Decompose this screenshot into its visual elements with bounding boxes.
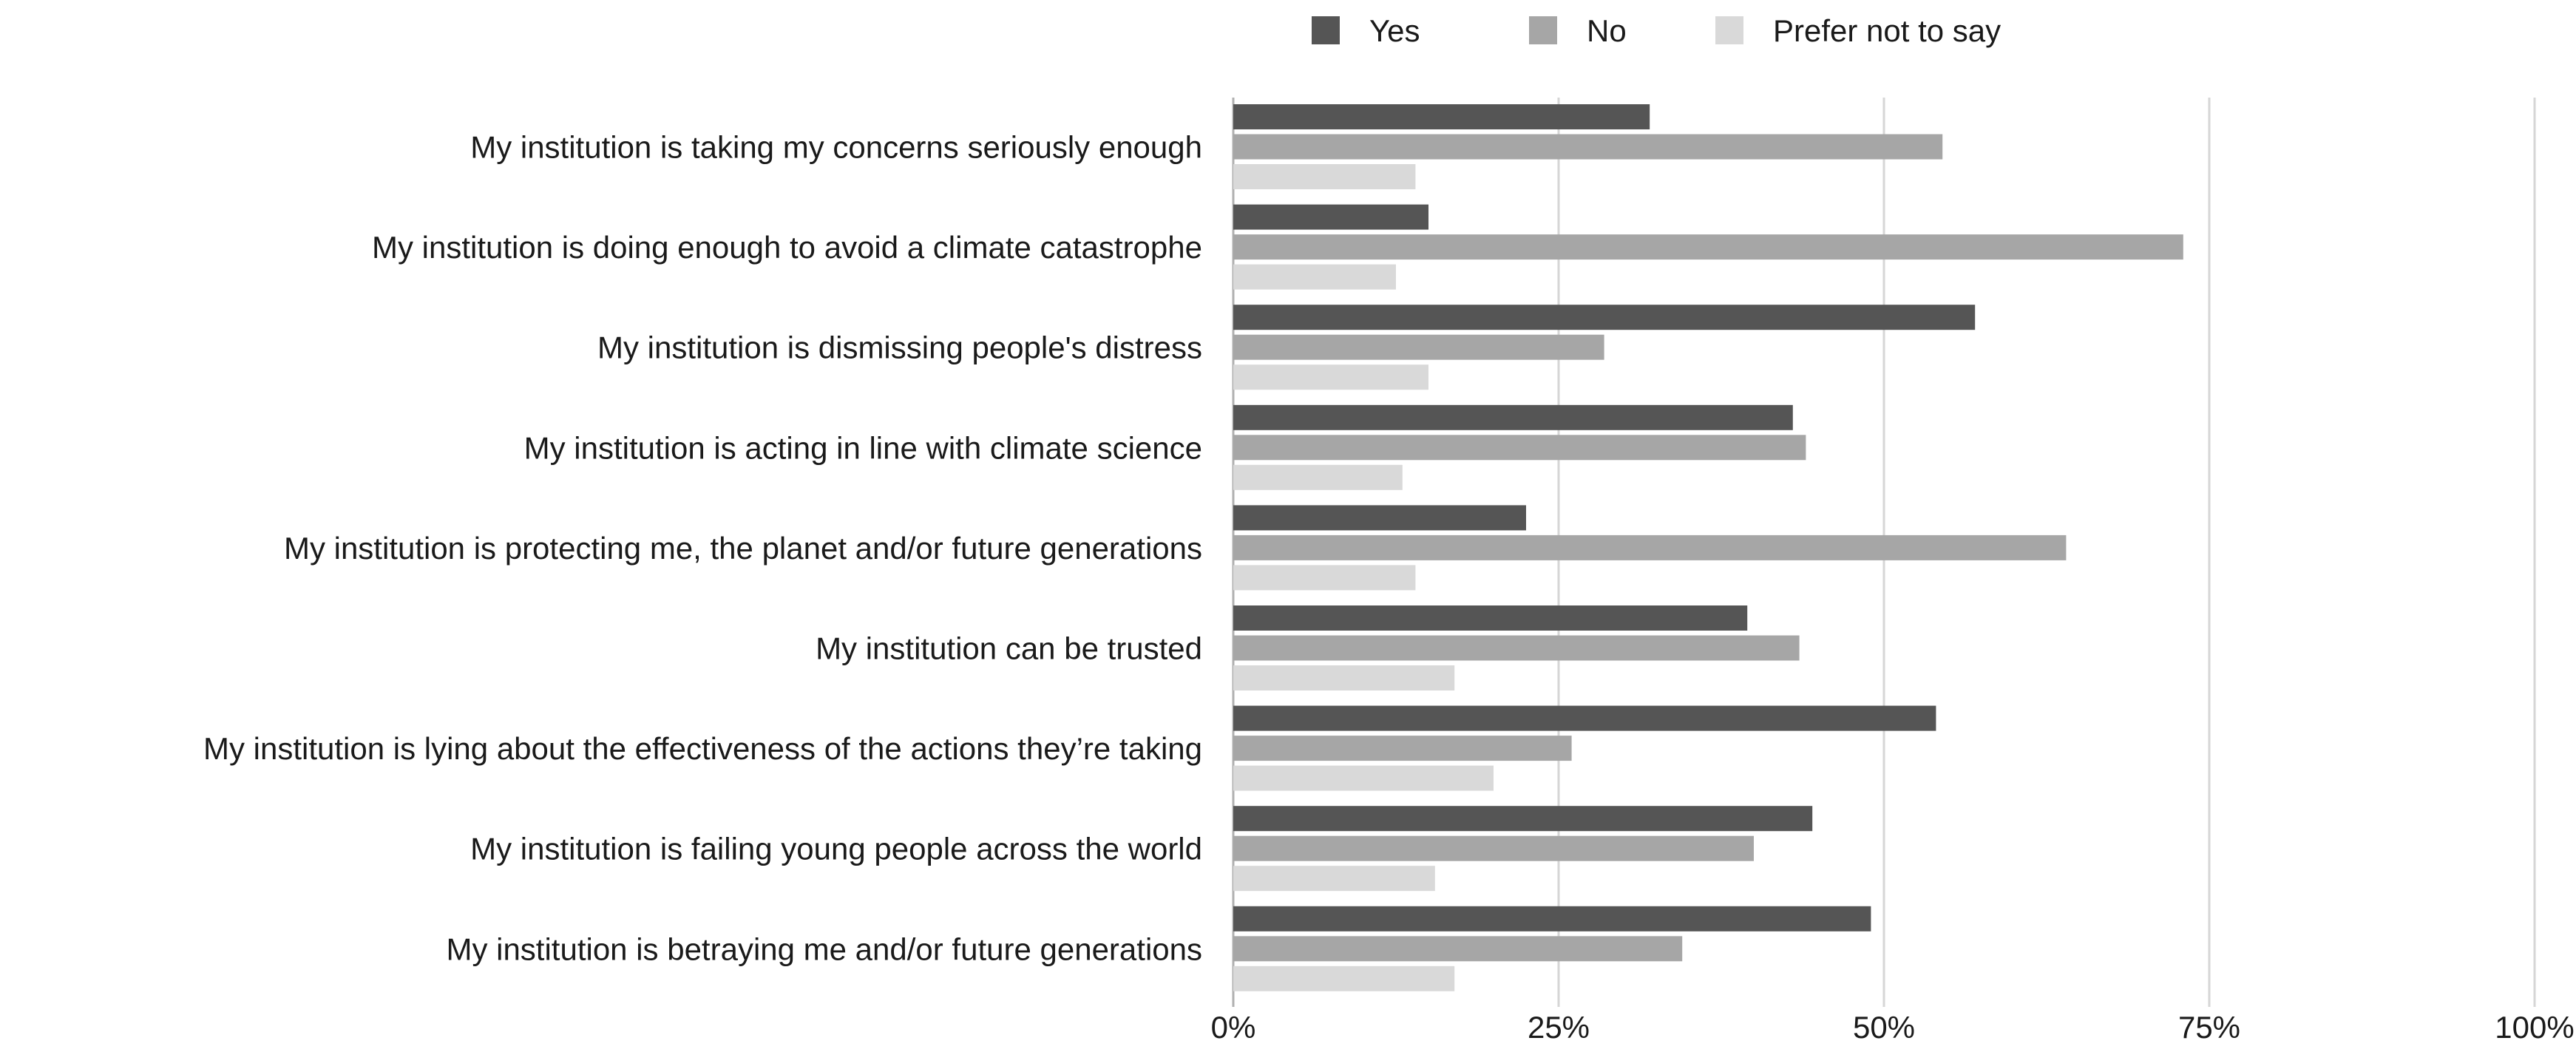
x-tick-label: 75%	[2178, 1010, 2240, 1045]
x-tick-label: 100%	[2495, 1010, 2574, 1045]
bar-yes-6	[1233, 605, 1748, 631]
category-label: My institution is dismissing people's di…	[597, 330, 1202, 365]
bar-prefer-not-to-say-8	[1233, 866, 1435, 892]
bar-no-3	[1233, 334, 1604, 360]
bars-layer	[1233, 104, 2183, 991]
category-label: My institution is failing young people a…	[470, 832, 1202, 866]
bar-yes-4	[1233, 404, 1793, 430]
x-tick-label: 50%	[1853, 1010, 1915, 1045]
bar-yes-7	[1233, 705, 1936, 731]
category-label: My institution can be trusted	[816, 631, 1202, 666]
legend: Yes No Prefer not to say	[1312, 13, 2001, 48]
bar-yes-9	[1233, 906, 1871, 931]
bar-no-9	[1233, 936, 1683, 962]
legend-swatch	[1529, 16, 1557, 44]
bar-no-2	[1233, 234, 2183, 260]
bar-yes-5	[1233, 505, 1526, 531]
bar-yes-3	[1233, 305, 1976, 330]
legend-label: No	[1587, 13, 1627, 48]
x-tick-label: 25%	[1528, 1010, 1590, 1045]
bar-no-1	[1233, 134, 1943, 160]
bar-prefer-not-to-say-7	[1233, 765, 1494, 791]
bar-yes-2	[1233, 204, 1428, 230]
bar-no-8	[1233, 835, 1754, 861]
bar-prefer-not-to-say-2	[1233, 264, 1396, 290]
category-label: My institution is lying about the effect…	[203, 731, 1202, 766]
category-label: My institution is betraying me and/or fu…	[446, 931, 1202, 966]
bar-prefer-not-to-say-9	[1233, 966, 1455, 991]
bar-no-4	[1233, 435, 1806, 461]
legend-swatch	[1715, 16, 1743, 44]
bar-no-5	[1233, 535, 2067, 560]
legend-swatch	[1312, 16, 1340, 44]
category-label: My institution is acting in line with cl…	[524, 430, 1202, 465]
bar-yes-1	[1233, 104, 1650, 129]
bar-no-6	[1233, 635, 1800, 661]
x-axis-ticks: 0% 25% 50% 75% 100%	[1211, 1010, 2575, 1045]
category-labels: My institution is taking my concerns ser…	[203, 130, 1202, 967]
category-label: My institution is taking my concerns ser…	[470, 130, 1202, 165]
legend-label: Yes	[1369, 13, 1420, 48]
bar-yes-8	[1233, 806, 1813, 832]
x-tick-label: 0%	[1211, 1010, 1256, 1045]
category-label: My institution is protecting me, the pla…	[284, 531, 1202, 566]
bar-prefer-not-to-say-6	[1233, 665, 1455, 690]
bar-prefer-not-to-say-1	[1233, 164, 1416, 189]
bar-prefer-not-to-say-3	[1233, 364, 1428, 390]
legend-label: Prefer not to say	[1773, 13, 2001, 48]
bar-prefer-not-to-say-4	[1233, 464, 1403, 490]
bar-prefer-not-to-say-5	[1233, 565, 1416, 591]
bar-no-7	[1233, 736, 1572, 761]
category-label: My institution is doing enough to avoid …	[372, 230, 1202, 265]
